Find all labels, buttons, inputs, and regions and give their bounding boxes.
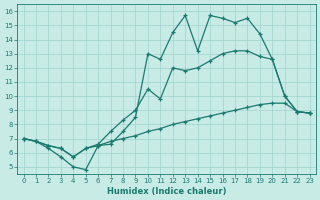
X-axis label: Humidex (Indice chaleur): Humidex (Indice chaleur) xyxy=(107,187,226,196)
